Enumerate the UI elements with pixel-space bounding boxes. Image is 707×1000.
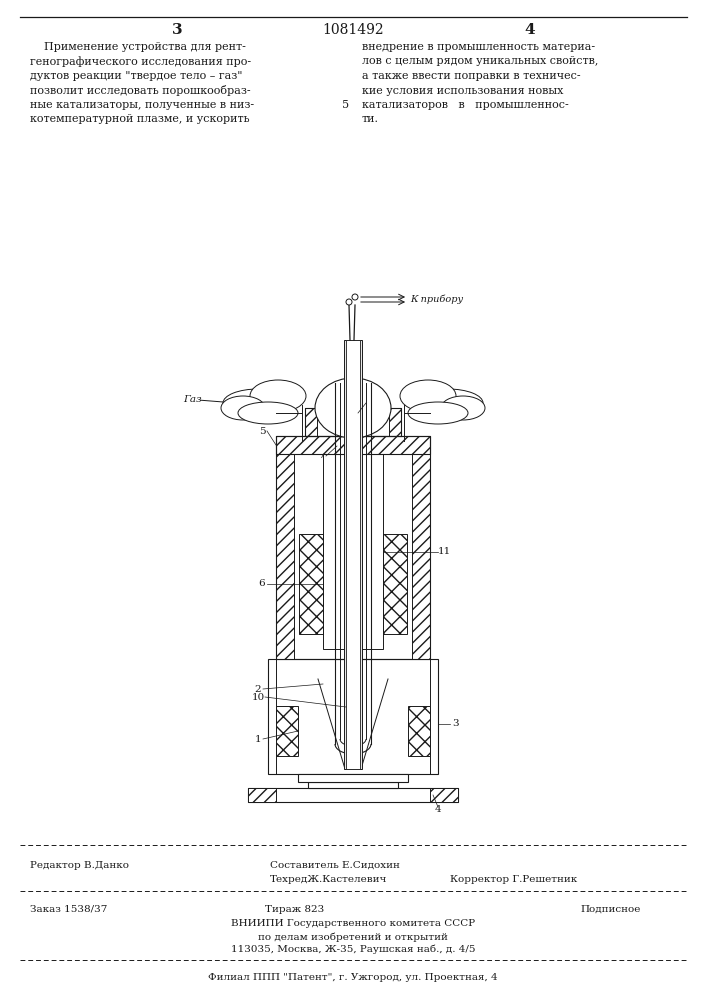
Bar [299,534,323,634]
Text: Редактор В.Данко: Редактор В.Данко [30,861,129,870]
Text: внедрение в промышленность материа-: внедрение в промышленность материа- [362,42,595,52]
Bar [412,436,430,659]
Text: К прибору: К прибору [410,294,463,304]
Text: 10: 10 [252,692,264,702]
Text: 2: 2 [255,684,262,694]
Text: Газ: Газ [183,395,201,404]
Text: 5: 5 [259,426,265,436]
Text: позволит исследовать порошкообраз-: позволит исследовать порошкообраз- [30,86,250,97]
Bar [346,340,360,769]
Text: Филиал ППП "Патент", г. Ужгород, ул. Проектная, 4: Филиал ППП "Патент", г. Ужгород, ул. Про… [208,973,498,982]
Bar [383,534,407,634]
Text: 3: 3 [452,720,460,728]
Text: Составитель Е.Сидохин: Составитель Е.Сидохин [270,861,400,870]
Text: по делам изобретений и открытий: по делам изобретений и открытий [258,932,448,942]
Bar [344,340,362,769]
Text: ти.: ти. [362,114,379,124]
Text: генографического исследования про-: генографического исследования про- [30,56,251,67]
Text: 4: 4 [525,23,535,37]
Bar [305,408,317,436]
Ellipse shape [315,378,391,438]
Text: 1: 1 [255,734,262,744]
Text: Газ: Газ [448,395,467,404]
Text: 4: 4 [435,806,441,814]
Circle shape [352,294,358,300]
Text: кие условия использования новых: кие условия использования новых [362,86,563,96]
Text: дуктов реакции "твердое тело – газ": дуктов реакции "твердое тело – газ" [30,71,243,81]
Ellipse shape [400,380,456,412]
Bar [248,788,458,802]
Bar [346,677,360,737]
Text: Заказ 1538/37: Заказ 1538/37 [30,905,107,914]
Text: Корректор Г.Решетник: Корректор Г.Решетник [450,875,577,884]
Circle shape [346,299,352,305]
Text: 1081492: 1081492 [322,23,384,37]
Text: 5: 5 [342,100,349,110]
Text: 7: 7 [317,452,325,460]
Text: 3: 3 [172,23,182,37]
Bar [408,706,430,756]
Ellipse shape [413,389,483,417]
Bar [276,706,298,756]
Bar [276,436,430,659]
Text: а также ввести поправки в техничес-: а также ввести поправки в техничес- [362,71,580,81]
Bar [276,436,294,659]
Ellipse shape [441,396,485,420]
Text: ТехредЖ.Кастелевич: ТехредЖ.Кастелевич [270,875,387,884]
Text: Применение устройства для рент-: Применение устройства для рент- [30,42,246,52]
Text: лов с целым рядом уникальных свойств,: лов с целым рядом уникальных свойств, [362,56,598,66]
Ellipse shape [223,389,293,417]
Ellipse shape [250,380,306,412]
Text: Подписное: Подписное [580,905,641,914]
Text: 11: 11 [438,548,450,556]
Ellipse shape [221,396,265,420]
Bar [305,408,401,436]
Bar [276,436,430,454]
Text: 113035, Москва, Ж-35, Раушская наб., д. 4/5: 113035, Москва, Ж-35, Раушская наб., д. … [230,945,475,954]
Ellipse shape [238,402,298,424]
Text: Тираж 823: Тираж 823 [265,905,325,914]
Bar [389,408,401,436]
Text: ВНИИПИ Государственного комитета СССР: ВНИИПИ Государственного комитета СССР [231,919,475,928]
Bar [308,782,398,788]
Bar [430,788,458,802]
Bar [276,436,430,454]
Text: 9: 9 [433,387,440,396]
Ellipse shape [408,402,468,424]
Text: 8: 8 [365,393,371,402]
Text: 6: 6 [259,580,265,588]
Bar [323,454,383,649]
Bar [268,659,438,774]
Text: катализаторов   в   промышленнос-: катализаторов в промышленнос- [362,100,568,110]
Bar [248,788,276,802]
Bar [298,774,408,782]
Text: котемпературной плазме, и ускорить: котемпературной плазме, и ускорить [30,114,250,124]
Text: ные катализаторы, полученные в низ-: ные катализаторы, полученные в низ- [30,100,254,110]
